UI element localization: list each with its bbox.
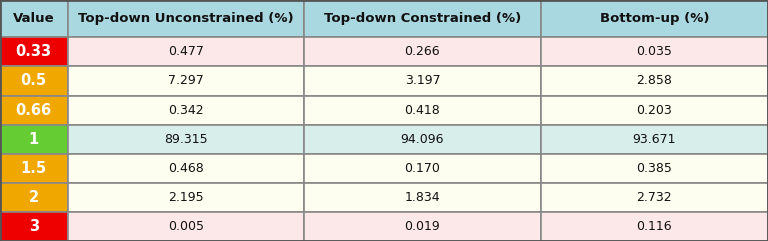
Bar <box>0 67 68 95</box>
Text: 0.035: 0.035 <box>637 45 672 58</box>
Bar <box>304 154 541 183</box>
Bar <box>541 95 768 125</box>
Bar <box>304 37 541 67</box>
Text: 0.170: 0.170 <box>405 162 440 175</box>
Bar <box>68 183 304 212</box>
Text: 94.096: 94.096 <box>401 133 444 146</box>
Bar <box>68 0 304 37</box>
Text: 1: 1 <box>28 132 39 147</box>
Bar <box>0 125 68 154</box>
Bar <box>304 67 541 95</box>
Text: Value: Value <box>13 12 55 25</box>
Bar <box>68 67 304 95</box>
Bar <box>304 0 541 37</box>
Bar <box>541 183 768 212</box>
Text: 0.468: 0.468 <box>168 162 204 175</box>
Text: 0.019: 0.019 <box>405 220 440 233</box>
Text: 0.203: 0.203 <box>637 104 672 117</box>
Bar <box>68 37 304 67</box>
Text: 89.315: 89.315 <box>164 133 207 146</box>
Bar <box>304 95 541 125</box>
Bar <box>0 95 68 125</box>
Bar <box>304 183 541 212</box>
Bar <box>541 67 768 95</box>
Bar <box>0 0 68 37</box>
Bar <box>68 125 304 154</box>
Text: 0.66: 0.66 <box>15 103 52 118</box>
Text: 0.418: 0.418 <box>405 104 440 117</box>
Text: 0.266: 0.266 <box>405 45 440 58</box>
Bar <box>541 212 768 241</box>
Bar <box>304 212 541 241</box>
Bar <box>0 212 68 241</box>
Text: 0.477: 0.477 <box>168 45 204 58</box>
Text: 1.5: 1.5 <box>21 161 47 176</box>
Text: 2: 2 <box>28 190 39 205</box>
Text: Top-down Unconstrained (%): Top-down Unconstrained (%) <box>78 12 293 25</box>
Text: Top-down Constrained (%): Top-down Constrained (%) <box>324 12 521 25</box>
Text: 3.197: 3.197 <box>405 74 440 87</box>
Bar <box>68 212 304 241</box>
Text: 1.834: 1.834 <box>405 191 440 204</box>
Bar <box>0 154 68 183</box>
Bar <box>541 0 768 37</box>
Bar <box>541 154 768 183</box>
Text: 0.33: 0.33 <box>15 44 52 59</box>
Bar <box>541 37 768 67</box>
Bar <box>304 125 541 154</box>
Bar <box>541 125 768 154</box>
Text: 0.385: 0.385 <box>637 162 672 175</box>
Text: Bottom-up (%): Bottom-up (%) <box>600 12 709 25</box>
Bar <box>0 37 68 67</box>
Text: 93.671: 93.671 <box>633 133 676 146</box>
Text: 3: 3 <box>28 219 39 234</box>
Text: 2.195: 2.195 <box>168 191 204 204</box>
Bar <box>0 183 68 212</box>
Text: 0.5: 0.5 <box>21 74 47 88</box>
Bar <box>68 95 304 125</box>
Text: 2.732: 2.732 <box>637 191 672 204</box>
Text: 0.342: 0.342 <box>168 104 204 117</box>
Bar <box>68 154 304 183</box>
Text: 0.005: 0.005 <box>168 220 204 233</box>
Text: 7.297: 7.297 <box>168 74 204 87</box>
Text: 0.116: 0.116 <box>637 220 672 233</box>
Text: 2.858: 2.858 <box>637 74 672 87</box>
